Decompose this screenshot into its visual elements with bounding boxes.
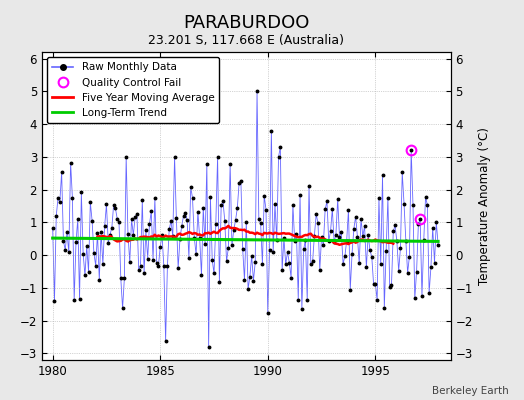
Text: PARABURDOO: PARABURDOO bbox=[183, 14, 310, 32]
Legend: Raw Monthly Data, Quality Control Fail, Five Year Moving Average, Long-Term Tren: Raw Monthly Data, Quality Control Fail, … bbox=[47, 57, 220, 123]
Text: 23.201 S, 117.668 E (Australia): 23.201 S, 117.668 E (Australia) bbox=[148, 34, 344, 47]
Text: Berkeley Earth: Berkeley Earth bbox=[432, 386, 508, 396]
Y-axis label: Temperature Anomaly (°C): Temperature Anomaly (°C) bbox=[478, 127, 492, 285]
